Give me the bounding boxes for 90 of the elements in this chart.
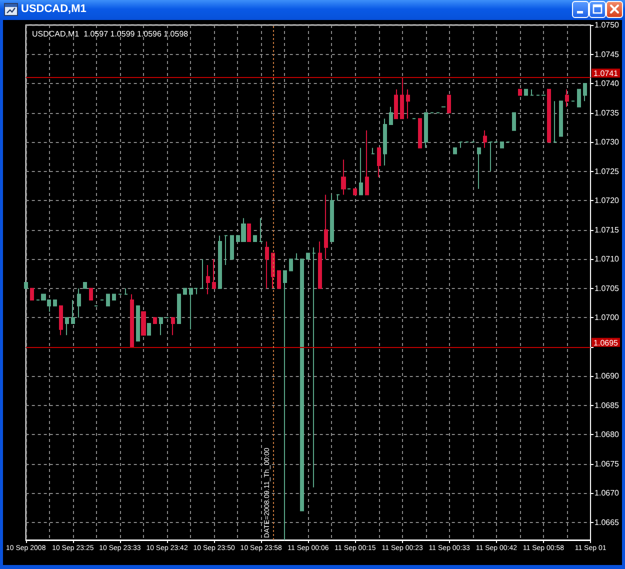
candlestick [83,282,87,289]
candlestick [89,288,93,301]
candlestick [559,100,563,137]
candlestick [224,235,228,266]
y-tick-label: 1.0690 [594,372,620,381]
ref-line-label: 1.0695 [594,338,619,348]
ref-line-label: 1.0741 [594,69,619,78]
candlestick [524,88,528,96]
candlestick [459,142,463,148]
candlestick [577,88,581,108]
candlestick [512,112,516,131]
candlestick [247,223,251,242]
candlestick [530,88,534,96]
candlestick [406,88,410,120]
candlestick [359,147,363,196]
candlestick [218,235,222,289]
y-tick-label: 1.0735 [594,108,620,118]
candlestick [565,88,569,108]
candlestick [265,241,269,289]
candlestick [130,294,134,348]
y-tick-label: 1.0680 [594,430,620,440]
candlestick [330,194,334,242]
candlestick [312,246,316,488]
candlestick [583,83,587,102]
candlestick [477,147,481,190]
candlestick [518,88,522,96]
candlestick [112,294,116,301]
candlestick [147,322,151,336]
y-tick-label: 1.0730 [594,138,620,147]
y-tick-label: 1.0725 [594,166,620,176]
y-tick-label: 1.0665 [594,518,620,527]
candlestick [418,118,422,148]
candlestick [553,100,557,143]
candlestick [383,118,387,166]
y-tick-label: 1.0685 [594,400,620,410]
y-tick-label: 1.0705 [594,284,620,293]
candlestick [341,159,346,196]
candlestick [353,188,357,196]
y-tick-label: 1.0675 [594,459,620,468]
candlestick [500,142,504,148]
candlestick [59,305,63,336]
candlestick [259,218,263,242]
y-tick-label: 1.0715 [594,225,620,234]
candlestick [336,194,340,202]
candlestick [400,77,404,120]
candlestick [389,106,393,125]
candlestick [377,147,381,178]
candlestick [159,317,163,336]
candlestick [447,94,451,114]
y-tick-label: 1.0720 [594,196,620,206]
candlestick [277,270,281,289]
y-tick-label: 1.0750 [594,20,620,30]
candlestick [394,88,398,120]
candlestick [153,317,157,324]
candlestick [77,288,81,318]
y-tick-label: 1.0700 [594,313,620,322]
candlestick [483,130,487,148]
candlestick [547,88,551,143]
y-tick-label: 1.0710 [594,254,620,264]
candlestick [206,264,210,295]
candlestick [53,300,57,306]
candlestick [30,288,34,301]
candlestick [453,147,457,154]
candlestick [424,112,428,148]
text: USDCAD,M1 1.0597 1.0599 1.0596 1.0598 [32,30,189,38]
y-tick-label: 1.0670 [594,488,620,498]
candlestick [230,235,234,260]
candlestick [306,252,310,260]
y-tick-label: 1.0745 [594,50,620,59]
candlestick [324,194,328,260]
candlestick [253,235,257,242]
candlestick [183,288,187,295]
candlestick [371,147,375,154]
candlestick [212,258,216,289]
candlestick [124,288,128,295]
candlestick [177,294,181,324]
candlestick [171,317,175,336]
candlestick [136,305,140,342]
candlestick [200,258,204,289]
candlestick [141,311,146,336]
candlestick [24,282,28,289]
candlestick [106,294,110,306]
candlestick [71,300,75,324]
chart-title: USDCAD,M1 [21,3,86,15]
candlestick [318,241,322,289]
y-tick-label: 1.0740 [594,79,620,88]
candlestick [489,142,493,172]
candlestick [65,317,69,336]
candlestick [365,130,369,196]
candlestick [300,258,304,512]
